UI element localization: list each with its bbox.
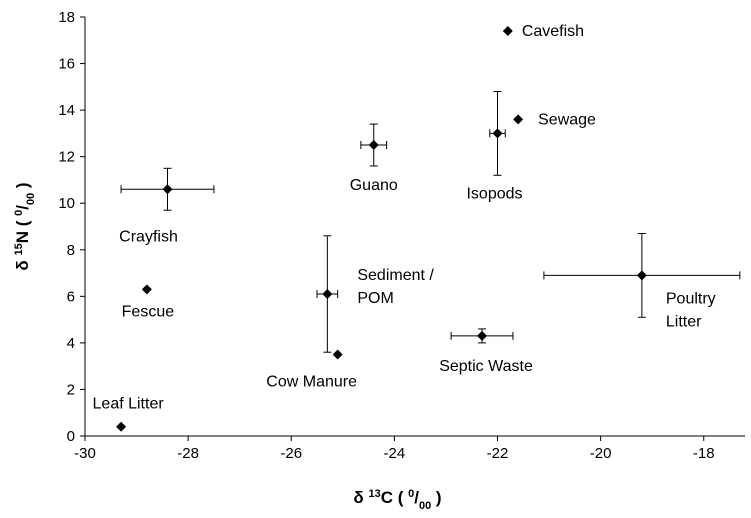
x-axis-title-part: 0 [408, 488, 414, 500]
y-tick-label: 6 [67, 288, 75, 305]
point-label: Septic Waste [439, 358, 533, 375]
point-label: Cavefish [522, 23, 584, 40]
point-label: Poultry [666, 290, 716, 307]
y-axis-title-part: 0 [13, 210, 25, 216]
y-axis-title-part: 15 [13, 243, 25, 255]
x-axis-title-part: 00 [419, 500, 431, 512]
point-label: Leaf Litter [93, 396, 165, 413]
y-tick-label: 8 [67, 242, 75, 259]
x-tick-label: -18 [693, 445, 715, 462]
point-label: Isopods [466, 185, 522, 202]
y-axis-title-part: / [13, 205, 32, 210]
point [513, 114, 524, 125]
point [502, 25, 513, 36]
y-tick-label: 16 [58, 56, 75, 73]
y-tick-label: 18 [58, 9, 75, 26]
point [116, 421, 127, 432]
x-axis-title: δ 13C ( 0/00 ) [353, 488, 441, 512]
y-tick-label: 12 [58, 149, 75, 166]
x-axis-title-part: 13 [368, 488, 380, 500]
point-label: Guano [350, 177, 398, 194]
y-axis-title-part: 00 [25, 193, 37, 205]
point-label: Sediment / [357, 267, 434, 284]
point [477, 330, 488, 341]
x-tick-label: -28 [177, 445, 199, 462]
point-label: Cow Manure [266, 374, 357, 391]
y-tick-label: 14 [58, 102, 75, 119]
point [368, 140, 379, 151]
point [332, 349, 343, 360]
x-axis-title-part: ) [431, 488, 441, 507]
point-label: Crayfish [119, 228, 178, 245]
y-axis-title-part: N ( [13, 216, 32, 243]
point [162, 184, 173, 195]
x-axis-title-part: C ( [381, 488, 408, 507]
x-axis-title-part: δ [353, 488, 368, 507]
point-label: Fescue [122, 303, 175, 320]
x-tick-label: -30 [74, 445, 96, 462]
y-axis-title: δ 15N ( 0/00 ) [13, 182, 37, 270]
x-tick-label: -24 [384, 445, 406, 462]
point [141, 284, 152, 295]
y-axis-title-part: ) [13, 182, 32, 192]
point-label: POM [357, 290, 393, 307]
y-axis-title-part: δ [13, 256, 32, 271]
point [636, 270, 647, 281]
x-tick-label: -26 [280, 445, 302, 462]
y-tick-label: 10 [58, 195, 75, 212]
x-axis-title-part: / [414, 488, 419, 507]
y-tick-label: 2 [67, 381, 75, 398]
point [322, 289, 333, 300]
y-tick-label: 4 [67, 335, 75, 352]
x-tick-label: -22 [487, 445, 509, 462]
point-label: Litter [666, 313, 702, 330]
y-tick-label: 0 [67, 428, 75, 445]
x-tick-label: -20 [590, 445, 612, 462]
point-label: Sewage [538, 111, 596, 128]
point [492, 128, 503, 139]
